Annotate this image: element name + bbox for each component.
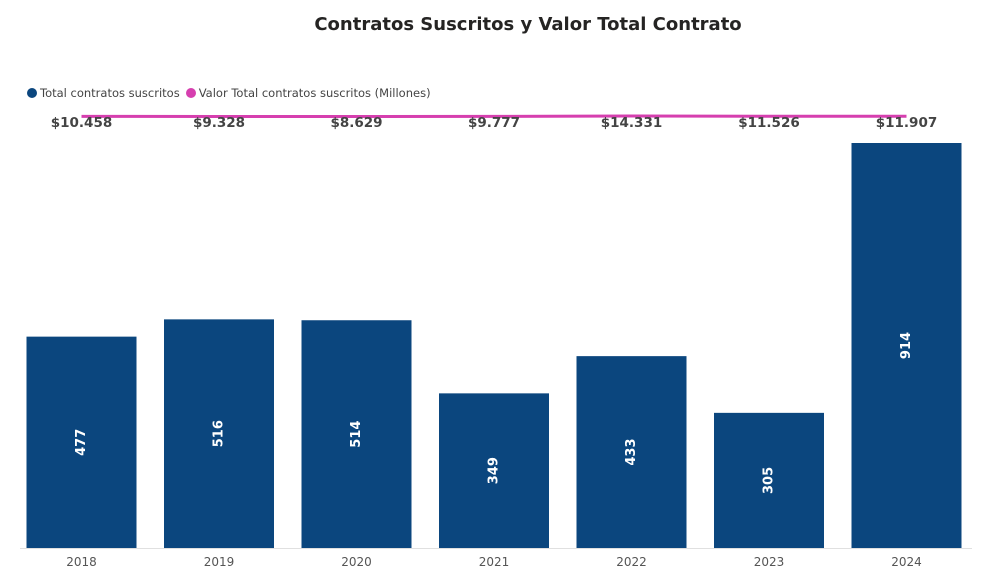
legend-item-valor[interactable]: Valor Total contratos suscritos (Millone… (185, 86, 431, 100)
bar-2021[interactable] (439, 393, 549, 548)
bar-2018[interactable] (26, 336, 137, 548)
x-tick-label-2019: 2019 (204, 555, 235, 569)
x-tick-label-2021: 2021 (479, 555, 510, 569)
bar-value-label-2022: 433 (624, 438, 639, 465)
x-tick-label-2022: 2022 (616, 555, 647, 569)
legend: Total contratos suscritos Valor Total co… (27, 86, 437, 100)
bar-value-label-2018: 477 (74, 429, 89, 456)
bar-value-label-2019: 516 (212, 420, 227, 447)
bar-value-label-2020: 514 (349, 421, 364, 448)
bar-2019[interactable] (164, 319, 274, 548)
line-value-label-2019: $9.328 (193, 115, 245, 131)
line-value-label-2021: $9.777 (468, 115, 520, 131)
legend-item-contratos[interactable]: Total contratos suscritos (27, 86, 180, 100)
x-tick-label-2020: 2020 (341, 555, 372, 569)
line-value-label-2022: $14.331 (601, 115, 663, 131)
legend-dot-contratos (27, 88, 37, 98)
bar-value-label-2024: 914 (899, 332, 914, 359)
x-tick-label-2024: 2024 (891, 555, 922, 569)
x-tick-label-2018: 2018 (66, 555, 97, 569)
x-tick-label-2023: 2023 (754, 555, 785, 569)
legend-label-valor: Valor Total contratos suscritos (Millone… (198, 86, 431, 100)
bar-value-label-2021: 349 (487, 457, 502, 484)
legend-label-contratos: Total contratos suscritos (40, 86, 180, 100)
chart-title: Contratos Suscritos y Valor Total Contra… (314, 14, 742, 35)
line-value-label-2023: $11.526 (738, 115, 800, 131)
bar-2022[interactable] (576, 356, 687, 548)
bar-value-label-2023: 305 (762, 467, 777, 494)
bar-2023[interactable] (714, 412, 824, 548)
line-value-label-2024: $11.907 (876, 115, 938, 131)
legend-dot-valor (185, 88, 196, 98)
bar-2024[interactable] (851, 143, 962, 548)
line-value-label-2018: $10.458 (51, 115, 113, 131)
line-value-label-2020: $8.629 (330, 115, 382, 131)
line-series-valor[interactable] (81, 114, 907, 119)
bar-2020[interactable] (301, 320, 412, 548)
